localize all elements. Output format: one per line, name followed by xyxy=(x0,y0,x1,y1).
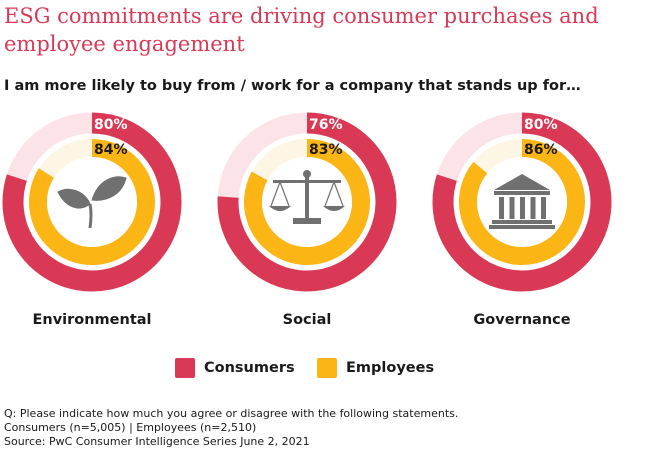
data-label-employees-governance: 86% xyxy=(524,142,558,158)
arc-consumers-social xyxy=(217,112,397,292)
data-label-consumers-governance: 80% xyxy=(524,117,558,133)
legend-label-consumers: Consumers xyxy=(204,360,295,376)
footnote: Q: Please indicate how much you agree or… xyxy=(4,407,644,449)
legend-label-employees: Employees xyxy=(346,360,435,376)
chart-legend: Consumers Employees xyxy=(175,355,495,381)
arc-employees-environmental xyxy=(29,139,155,265)
donut-center-environmental xyxy=(47,157,137,247)
arc-employees-governance xyxy=(459,139,585,265)
arc-consumers-environmental xyxy=(2,112,182,292)
building-icon xyxy=(489,174,555,229)
data-label-employees-social: 83% xyxy=(309,142,343,158)
category-label-governance: Governance xyxy=(473,312,570,328)
legend-swatch-employees xyxy=(317,358,337,378)
arc-employees-social xyxy=(244,139,370,265)
footnote-question: Q: Please indicate how much you agree or… xyxy=(4,407,459,420)
scales-icon xyxy=(269,170,345,224)
chart-subtitle: I am more likely to buy from / work for … xyxy=(4,78,581,94)
legend-item-consumers: Consumers xyxy=(175,355,295,381)
legend-item-employees: Employees xyxy=(317,355,434,381)
category-label-social: Social xyxy=(283,312,332,328)
data-label-consumers-environmental: 80% xyxy=(94,117,128,133)
category-label-environmental: Environmental xyxy=(32,312,151,328)
footnote-sample: Consumers (n=5,005) | Employees (n=2,510… xyxy=(4,421,257,434)
data-label-employees-environmental: 84% xyxy=(94,142,128,158)
legend-swatch-consumers xyxy=(175,358,195,378)
data-label-consumers-social: 76% xyxy=(309,117,343,133)
arc-consumers-governance xyxy=(432,112,612,292)
chart-title: ESG commitments are driving consumer pur… xyxy=(4,4,599,56)
donut-charts: 80% 84% Environmental 76% 83% Social 80% 86% Gov… xyxy=(2,112,612,328)
footnote-source: Source: PwC Consumer Intelligence Series… xyxy=(4,435,310,448)
